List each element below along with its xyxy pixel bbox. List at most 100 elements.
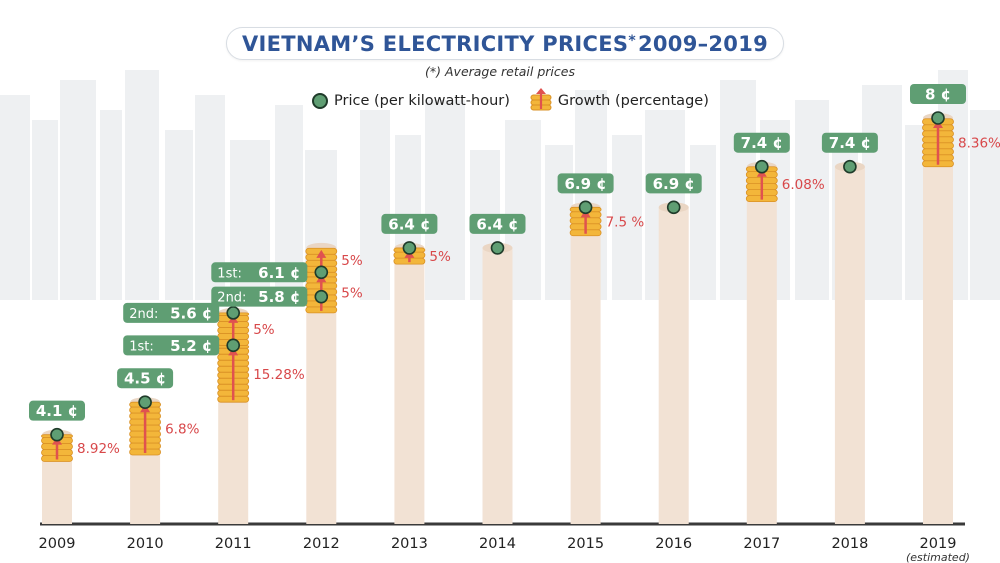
price-dot-icon	[312, 93, 328, 109]
price-label-prefix: 2nd:	[217, 291, 246, 306]
growth-label-2012-1: 5%	[341, 286, 363, 302]
skyline-building	[360, 110, 390, 300]
price-label-value: 8 ¢	[925, 86, 951, 104]
price-label-value: 6.9 ¢	[653, 175, 695, 193]
price-label-bg	[821, 132, 878, 153]
legend: Price (per kilowatt-hour) Growth (percen…	[312, 88, 719, 114]
skyline-building	[545, 145, 573, 300]
price-label-value: 6.1 ¢	[258, 264, 300, 282]
price-label-bg	[910, 84, 966, 104]
title-footnote-mark: *	[628, 32, 636, 49]
growth-label-2013-1: 5%	[429, 249, 451, 265]
price-label-2011-2: 2nd: 5.6 ¢	[123, 302, 220, 323]
price-label-2016-1: 6.9 ¢	[645, 173, 702, 194]
price-label-2011-1: 1st: 5.2 ¢	[123, 335, 220, 356]
legend-item-price: Price (per kilowatt-hour)	[312, 93, 510, 109]
bar-2017	[746, 166, 777, 524]
price-dot-2016-1	[666, 200, 681, 215]
growth-stack-2010-1	[129, 401, 162, 456]
year-label-2016: 2016	[655, 536, 692, 552]
year-label-2009: 2009	[39, 536, 76, 552]
skyline-building	[425, 100, 465, 300]
price-label-value: 4.5 ¢	[124, 370, 166, 388]
growth-label-2010-1: 6.8%	[165, 422, 199, 438]
skyline-building	[165, 130, 193, 300]
price-label-2018-1: 7.4 ¢	[821, 132, 878, 153]
year-label-2011: 2011	[215, 536, 252, 552]
price-dot-2011-1	[226, 338, 240, 353]
city-skyline-background	[0, 70, 1000, 300]
skyline-building	[0, 95, 30, 300]
price-dot-2019-1	[931, 111, 945, 125]
chart-marks: 8.92% 4.1 ¢ 2009 6.8% 4.5 ¢ 2010 15.28% 5% 1st: 5…	[29, 84, 1000, 563]
year-label-2015: 2015	[567, 536, 604, 552]
growth-stack-2011-1	[217, 344, 250, 403]
price-label-value: 6.4 ¢	[476, 215, 518, 233]
chart-title: VIETNAM’S ELECTRICITY PRICES * 2009–2019	[226, 27, 784, 60]
price-label-prefix: 2nd:	[129, 307, 158, 322]
price-dot-2013-1	[402, 241, 417, 255]
price-label-bg	[557, 173, 614, 194]
price-label-value: 5.6 ¢	[170, 304, 212, 322]
growth-label-2019-1: 8.36%	[958, 135, 1000, 151]
skyline-building	[100, 110, 122, 300]
year-label-2018: 2018	[831, 536, 868, 552]
bar-2013	[394, 247, 425, 525]
legend-item-growth: Growth (percentage)	[530, 88, 709, 114]
price-label-value: 6.4 ¢	[388, 215, 430, 233]
coin-stack-arrow-icon	[530, 88, 552, 111]
year-label-2014: 2014	[479, 536, 516, 552]
price-label-2010-1: 4.5 ¢	[117, 368, 174, 389]
price-label-value: 7.4 ¢	[829, 134, 871, 152]
bar-2019	[923, 118, 953, 524]
year-label-2013: 2013	[391, 536, 428, 552]
price-label-2017-1: 7.4 ¢	[733, 132, 790, 153]
price-label-value: 5.2 ¢	[170, 337, 212, 355]
price-label-bg	[381, 213, 438, 234]
price-dot-2014-1	[490, 241, 505, 255]
price-dot-2009-1	[50, 427, 64, 442]
growth-label-2011-1: 15.28%	[253, 367, 305, 383]
skyline-building	[862, 85, 902, 300]
skyline-building	[795, 100, 829, 300]
growth-label-2009-1: 8.92%	[77, 441, 120, 457]
skyline-building	[970, 110, 1000, 300]
year-label-2012: 2012	[303, 536, 340, 552]
bar-2014	[482, 247, 513, 525]
skyline-building	[60, 80, 96, 300]
legend-price-label: Price (per kilowatt-hour)	[334, 93, 510, 109]
price-label-bg	[29, 400, 85, 421]
price-dot-2011-2	[226, 306, 240, 320]
price-label-bg	[123, 302, 220, 323]
legend-growth-label: Growth (percentage)	[557, 93, 709, 109]
price-label-bg	[645, 173, 702, 194]
year-label-2019: 2019	[920, 536, 957, 552]
price-label-2012-2: 2nd: 5.8 ¢	[211, 286, 308, 307]
price-label-value: 5.8 ¢	[258, 288, 300, 306]
price-dot-2010-1	[138, 395, 152, 410]
price-label-2013-1: 6.4 ¢	[381, 213, 438, 234]
growth-label-2015-1: 7.5 %	[606, 215, 645, 231]
price-dot-2012-2	[314, 289, 329, 304]
growth-stack-2019-1	[922, 118, 954, 168]
bar-2018	[834, 166, 865, 524]
growth-label-2011-2: 5%	[253, 322, 275, 338]
skyline-building	[690, 145, 716, 300]
price-label-2015-1: 6.9 ¢	[557, 173, 614, 194]
price-label-prefix: 1st:	[217, 266, 242, 281]
price-label-2012-1: 1st: 6.1 ¢	[211, 262, 308, 283]
price-label-2014-1: 6.4 ¢	[469, 213, 526, 234]
year-label-2010: 2010	[127, 536, 164, 552]
price-label-bg	[469, 213, 526, 234]
price-label-2009-1: 4.1 ¢	[29, 400, 85, 421]
skyline-building	[125, 70, 159, 300]
growth-label-2017-1: 6.08%	[782, 177, 825, 193]
price-dot-2018-1	[843, 159, 857, 174]
price-label-2019-1: 8 ¢	[910, 84, 966, 104]
skyline-building	[32, 120, 58, 300]
price-dot-2017-1	[754, 159, 769, 174]
price-label-bg	[733, 132, 790, 153]
footnote: (*) Average retail prices	[425, 64, 575, 79]
